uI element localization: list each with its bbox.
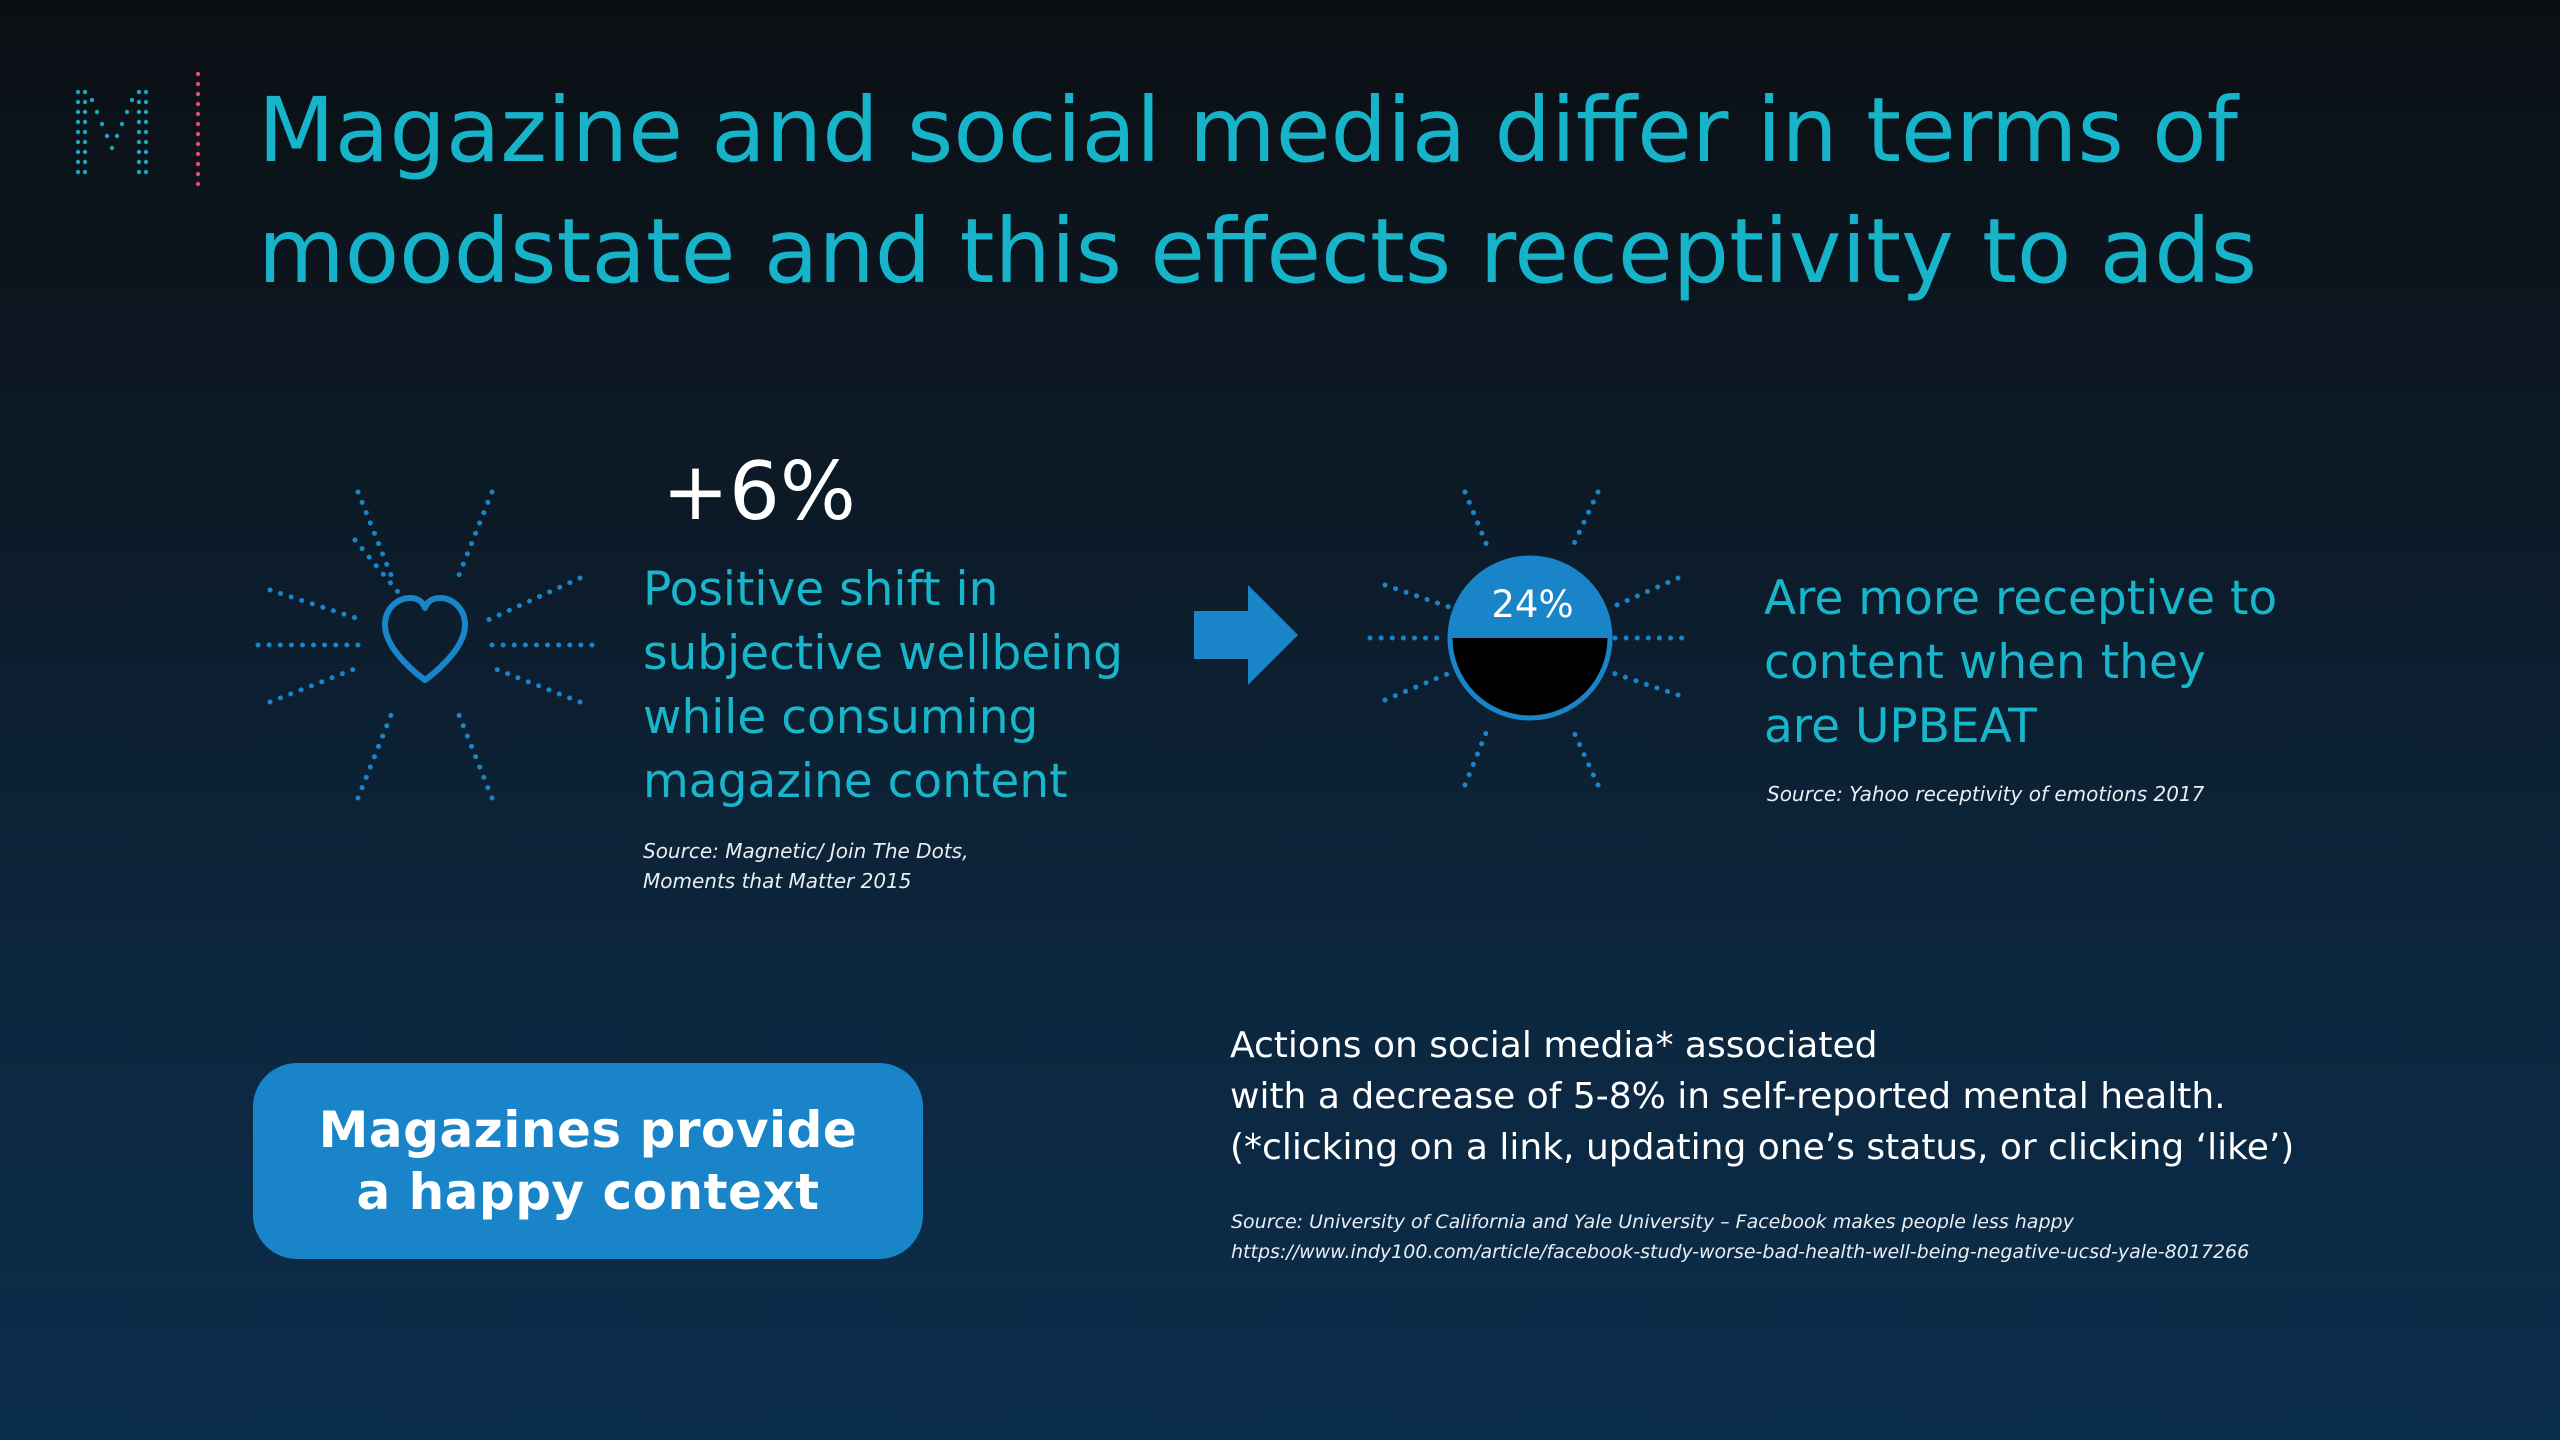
social-media-note: Actions on social media* associated with…	[1230, 1020, 2330, 1173]
social-source-line-1: Source: University of California and Yal…	[1231, 1211, 2074, 1233]
social-note-line-1: Actions on social media* associated	[1230, 1025, 1878, 1066]
social-note-line-2: with a decrease of 5-8% in self-reported…	[1230, 1076, 2226, 1117]
wellbeing-source: Source: Magnetic/ Join The Dots, Moments…	[643, 836, 1163, 896]
heart-burst-icon	[255, 489, 597, 801]
wellbeing-desc-line-3: while consuming	[643, 690, 1039, 745]
circle-empty-half	[1450, 638, 1610, 718]
heart-icon	[382, 595, 468, 683]
magnetic-logo	[75, 72, 201, 187]
social-note-line-3: (*clicking on a link, updating one’s sta…	[1230, 1127, 2295, 1168]
wellbeing-description: Positive shift in subjective wellbeing w…	[643, 558, 1203, 814]
circle-filled-half	[1450, 558, 1610, 638]
slide-title-line-2: moodstate and this effects receptivity t…	[258, 199, 2258, 303]
arrow-right-icon	[1194, 585, 1298, 685]
receptivity-source: Source: Yahoo receptivity of emotions 20…	[1767, 782, 2205, 806]
receptivity-desc-line-1: Are more receptive to	[1764, 571, 2278, 626]
wellbeing-desc-line-1: Positive shift in	[643, 562, 999, 617]
callout-line-1: Magazines provide	[318, 1101, 858, 1159]
half-filled-circle-burst-icon	[1367, 489, 1693, 788]
wellbeing-source-line-2: Moments that Matter 2015	[643, 869, 912, 893]
slide-title-line-1: Magazine and social media differ in term…	[258, 78, 2238, 182]
wellbeing-desc-line-2: subjective wellbeing	[643, 626, 1123, 681]
happy-context-callout: Magazines provide a happy context	[253, 1063, 923, 1259]
slide-title: Magazine and social media differ in term…	[258, 70, 2358, 312]
social-media-source: Source: University of California and Yal…	[1231, 1207, 2431, 1267]
callout-line-2: a happy context	[356, 1163, 820, 1221]
receptivity-desc-line-2: content when they	[1764, 635, 2206, 690]
wellbeing-stat: +6%	[662, 445, 856, 538]
logo-m-glyph	[75, 89, 149, 175]
receptivity-percent: 24%	[1491, 583, 1574, 626]
logo-pink-divider	[195, 72, 201, 187]
wellbeing-desc-line-4: magazine content	[643, 754, 1068, 809]
social-source-link[interactable]: https://www.indy100.com/article/facebook…	[1231, 1241, 2250, 1263]
receptivity-desc-line-3: are UPBEAT	[1764, 699, 2037, 754]
receptivity-description: Are more receptive to content when they …	[1764, 567, 2324, 759]
wellbeing-source-line-1: Source: Magnetic/ Join The Dots,	[643, 839, 969, 863]
callout-text: Magazines provide a happy context	[319, 1099, 858, 1223]
